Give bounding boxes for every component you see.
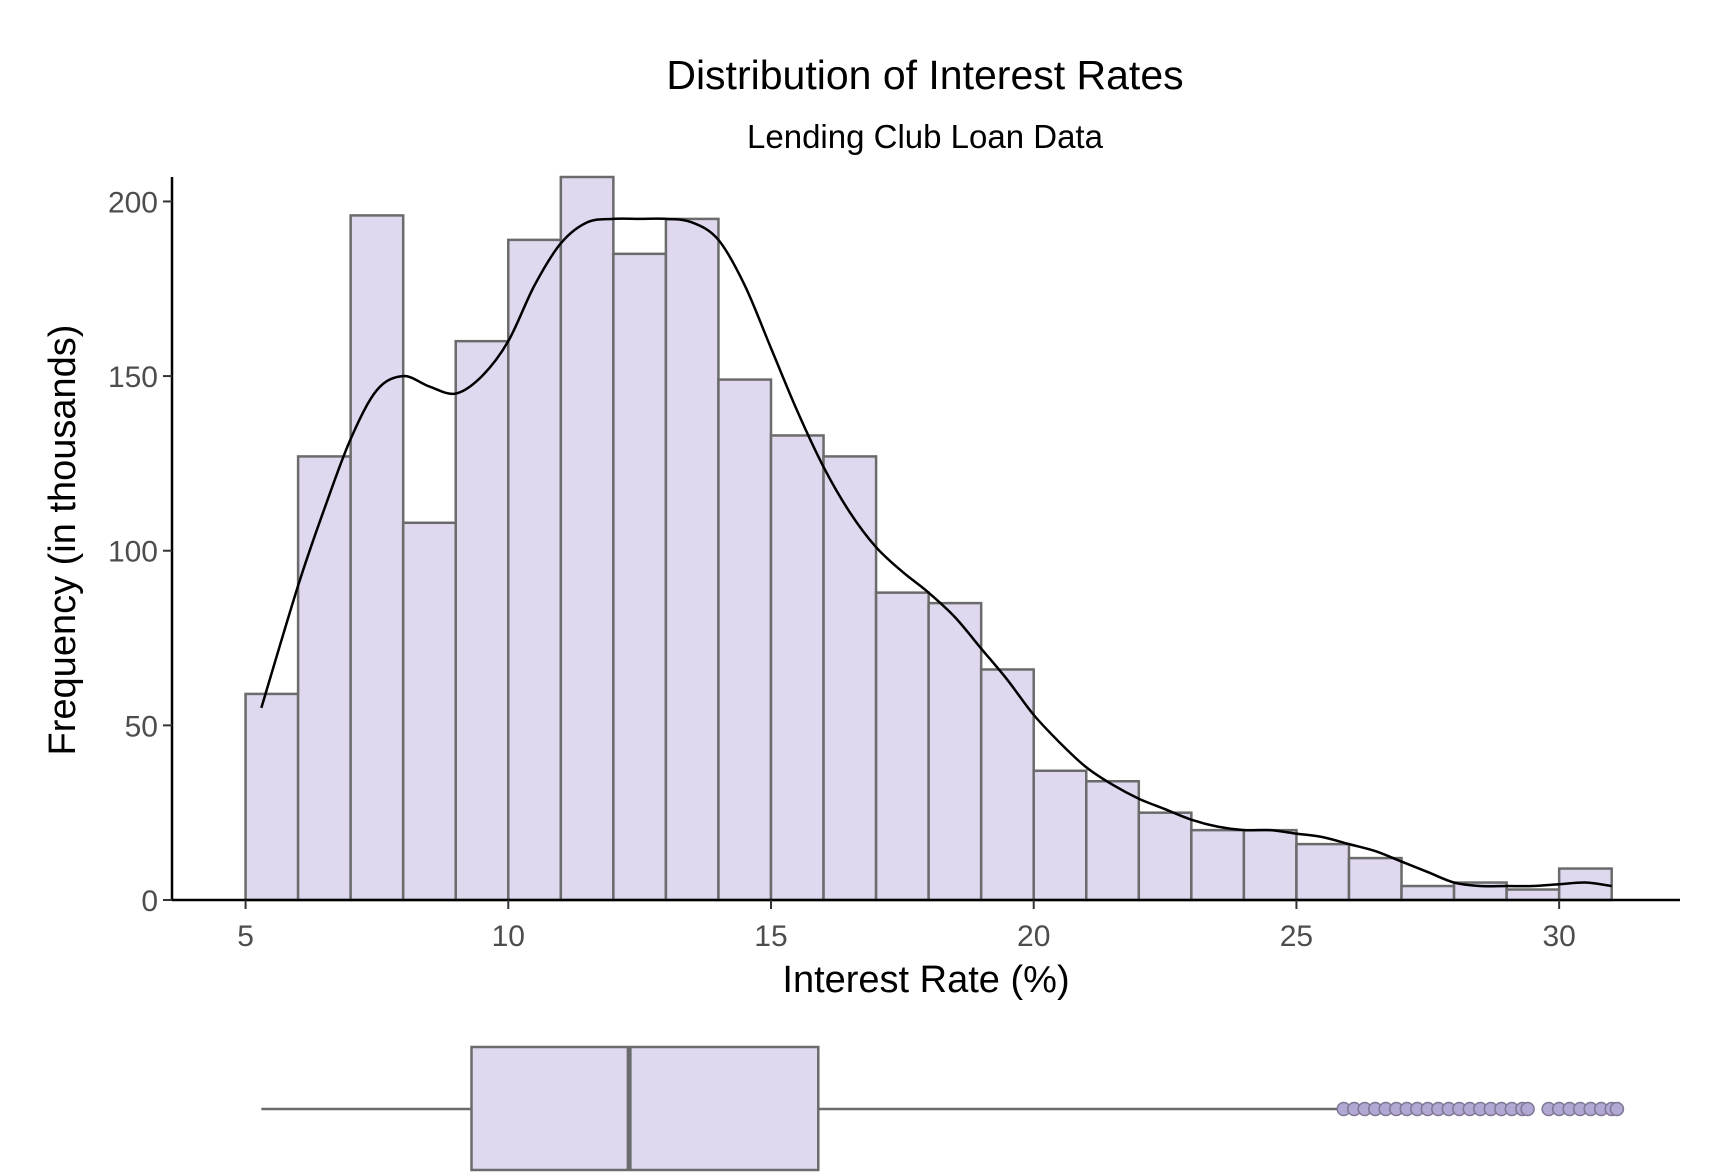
chart-subtitle: Lending Club Loan Data (747, 118, 1104, 155)
y-tick-label-50: 50 (125, 710, 158, 743)
histogram-bar-19 (1242, 828, 1298, 902)
x-tick-label-30: 30 (1542, 920, 1575, 953)
histogram-bar-17 (1137, 811, 1193, 902)
boxplot-outlier-26 (1609, 1101, 1625, 1117)
y-axis-ticks: 0 50 100 150 200 (108, 186, 172, 918)
histogram-bar-4 (454, 339, 510, 902)
x-axis-ticks: 5 10 15 20 25 30 (237, 900, 1576, 953)
histogram-bar-8 (664, 217, 720, 902)
histogram-bar-1 (296, 455, 352, 902)
histogram-bar-3 (401, 521, 457, 902)
histogram-bar-0 (244, 692, 300, 902)
histogram-bar-16 (1085, 779, 1141, 902)
histogram-bar-2 (349, 214, 405, 902)
histogram-bar-18 (1190, 828, 1246, 902)
x-tick-label-5: 5 (237, 920, 254, 953)
x-tick-label-15: 15 (754, 920, 787, 953)
histogram-bar-10 (769, 434, 825, 902)
histogram-bar-11 (822, 455, 878, 902)
y-tick-label-0: 0 (141, 885, 158, 918)
histogram-bar-5 (507, 238, 563, 902)
y-tick-label-200: 200 (108, 186, 158, 219)
histogram-bar-22 (1400, 884, 1456, 902)
y-tick-label-150: 150 (108, 361, 158, 394)
histogram-bars (244, 175, 1613, 902)
boxplot (261, 1045, 1625, 1172)
histogram-bar-6 (559, 175, 615, 902)
histogram-bar-24 (1505, 888, 1561, 902)
histogram-bar-7 (612, 252, 668, 902)
x-axis-title: Interest Rate (%) (782, 959, 1069, 1001)
x-tick-label-20: 20 (1017, 920, 1050, 953)
histogram-bar-14 (979, 668, 1035, 902)
histogram-bar-21 (1347, 856, 1403, 902)
histogram-bar-12 (874, 591, 930, 902)
density-curve (260, 217, 1612, 888)
x-tick-label-25: 25 (1280, 920, 1313, 953)
histogram-bar-15 (1032, 769, 1088, 902)
histogram-bar-13 (927, 601, 983, 902)
histogram-bar-20 (1295, 842, 1351, 902)
boxplot-box (470, 1045, 820, 1172)
boxplot-outliers (1336, 1101, 1625, 1117)
y-axis-title: Frequency (in thousands) (42, 325, 84, 756)
x-tick-label-10: 10 (492, 920, 525, 953)
histogram-bar-9 (717, 378, 773, 902)
y-tick-label-100: 100 (108, 536, 158, 569)
chart-title: Distribution of Interest Rates (666, 52, 1183, 98)
boxplot-outlier-18 (1520, 1101, 1535, 1117)
